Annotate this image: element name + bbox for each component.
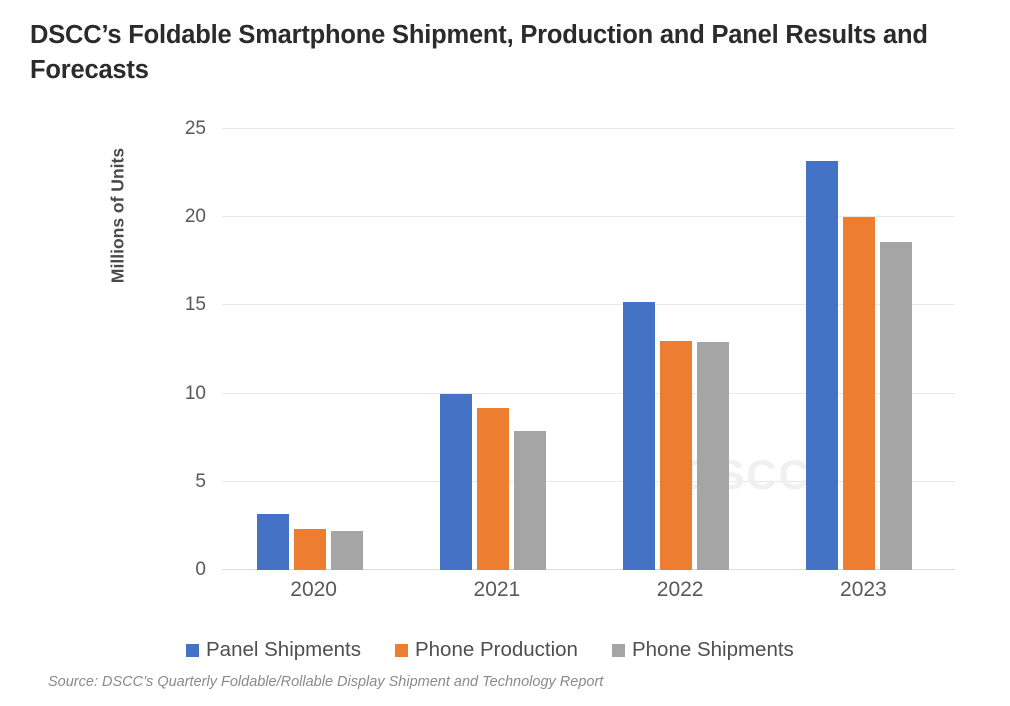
legend-item-phone-shipments[interactable]: Phone Shipments bbox=[611, 638, 794, 662]
bar-2023-phone-production bbox=[843, 217, 876, 570]
plot-area: DSCC bbox=[222, 128, 955, 570]
gridline-25 bbox=[222, 128, 955, 129]
gridline-10 bbox=[222, 392, 955, 394]
gridline-5 bbox=[222, 480, 955, 482]
y-tick-label-0: 0 bbox=[195, 559, 206, 580]
legend-swatch-icon bbox=[611, 643, 625, 657]
bar-group-2021 bbox=[405, 129, 588, 570]
bar-2023-phone-shipments bbox=[880, 241, 913, 570]
x-tick-label-2021: 2021 bbox=[473, 578, 521, 601]
x-tick-label-2023: 2023 bbox=[840, 578, 887, 601]
legend-item-phone-production[interactable]: Phone Production bbox=[394, 638, 578, 662]
legend-swatch-icon bbox=[186, 643, 199, 657]
legend-label: Panel Shipments bbox=[206, 638, 361, 661]
legend-item-panel-shipments[interactable]: Panel Shipments bbox=[186, 638, 361, 662]
bar-group-2020 bbox=[222, 129, 405, 570]
x-axis-tick-labels: 2020 2021 2022 2023 bbox=[222, 578, 955, 612]
y-tick-label-20: 20 bbox=[184, 206, 206, 228]
y-tick-label-5: 5 bbox=[195, 470, 206, 492]
x-tick-label-2020: 2020 bbox=[290, 578, 337, 601]
gridline-15 bbox=[222, 304, 955, 306]
bar-2021-panel-shipments bbox=[439, 393, 472, 570]
chart-legend: Panel Shipments Phone Production Phone Shi… bbox=[186, 638, 794, 662]
bar-2020-panel-shipments bbox=[256, 513, 289, 570]
bar-2021-phone-shipments bbox=[513, 430, 546, 570]
source-note: Source: DSCC’s Quarterly Foldable/Rollab… bbox=[48, 674, 604, 690]
y-tick-label-10: 10 bbox=[184, 382, 206, 404]
x-tick-label-2022: 2022 bbox=[656, 578, 704, 601]
bar-2020-phone-shipments bbox=[330, 531, 363, 570]
gridline-0 bbox=[222, 569, 955, 570]
bar-2022-phone-production bbox=[660, 340, 693, 570]
y-tick-label-25: 25 bbox=[184, 118, 206, 139]
bar-2022-phone-shipments bbox=[697, 342, 730, 570]
y-tick-label-15: 15 bbox=[184, 294, 206, 316]
bar-2020-phone-production bbox=[293, 529, 326, 570]
page-title: DSCC’s Foldable Smartphone Shipment, Pro… bbox=[30, 21, 928, 85]
bar-2021-phone-production bbox=[476, 407, 509, 570]
legend-label: Phone Shipments bbox=[631, 638, 794, 661]
legend-swatch-icon bbox=[394, 643, 408, 657]
bar-2022-panel-shipments bbox=[623, 301, 656, 570]
y-axis-title: Millions of Units bbox=[107, 147, 128, 284]
y-axis-tick-labels: 0 5 10 15 20 25 bbox=[160, 118, 206, 580]
gridline-20 bbox=[222, 216, 955, 218]
bar-group-2023 bbox=[772, 129, 955, 570]
legend-label: Phone Production bbox=[414, 638, 578, 661]
bar-group-2022 bbox=[589, 129, 772, 570]
bar-2023-panel-shipments bbox=[806, 160, 839, 570]
